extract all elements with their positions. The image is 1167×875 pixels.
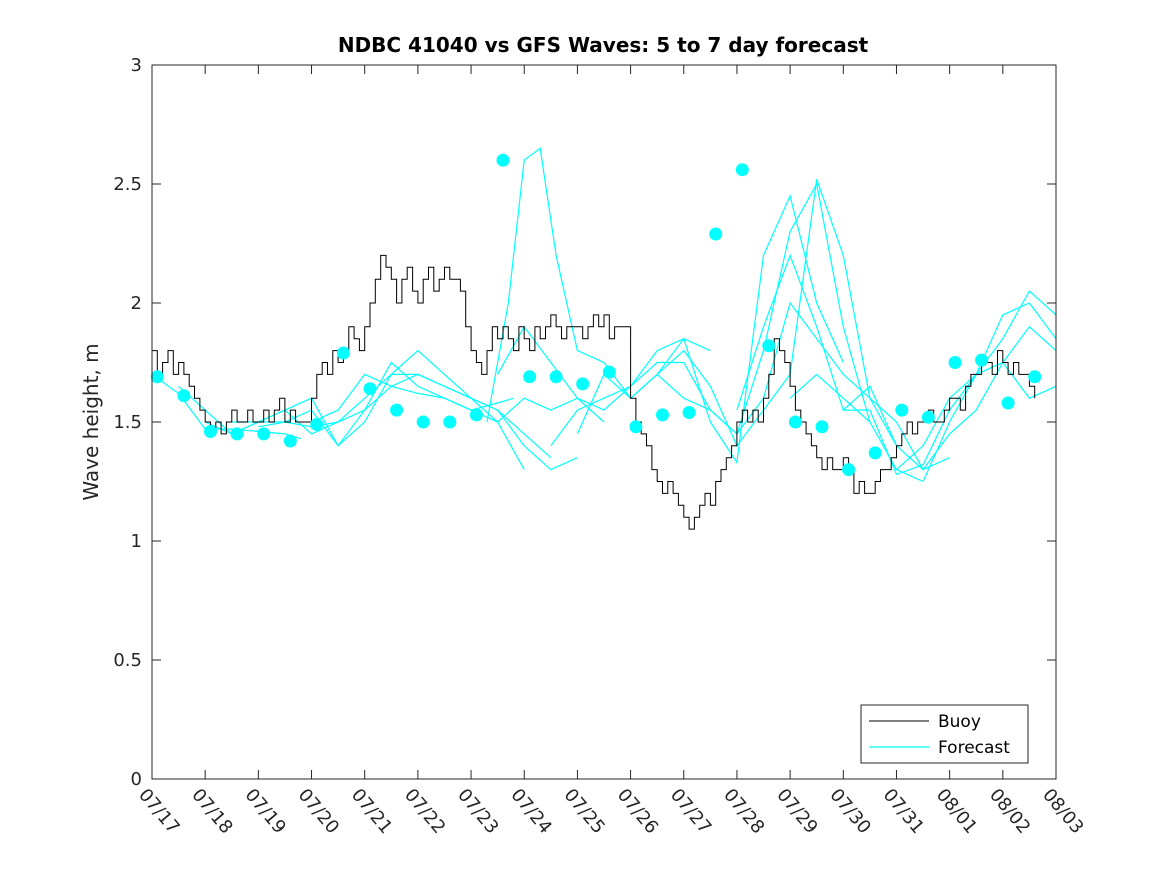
y-tick-label: 1.5	[113, 412, 142, 433]
forecast-run-line-6	[311, 373, 514, 423]
forecast-marker	[629, 420, 643, 434]
forecast-marker	[283, 434, 297, 448]
forecast-marker	[868, 446, 882, 460]
legend-label-buoy: Buoy	[938, 712, 981, 732]
legend-box	[860, 704, 1029, 764]
y-tick-label: 2	[131, 293, 142, 314]
forecast-marker	[735, 163, 749, 177]
forecast-marker	[656, 408, 669, 422]
forecast-marker	[257, 427, 271, 441]
buoy-line	[152, 254, 1036, 530]
y-tick-label: 1	[131, 531, 142, 552]
forecast-run-line-11	[656, 301, 950, 471]
forecast-marker	[602, 365, 616, 379]
forecast-marker	[842, 463, 856, 477]
forecast-marker	[496, 153, 510, 167]
y-tick-label: 0	[131, 769, 142, 790]
forecast-marker	[390, 403, 404, 417]
forecast-marker	[310, 417, 324, 431]
forecast-marker	[1028, 370, 1042, 384]
y-tick-label: 3	[131, 55, 142, 76]
forecast-marker	[921, 410, 935, 424]
forecast-marker	[230, 427, 244, 441]
legend-label-forecast: Forecast	[938, 738, 1010, 758]
forecast-marker	[895, 403, 909, 417]
forecast-marker	[788, 415, 802, 429]
forecast-marker	[363, 382, 377, 396]
forecast-marker	[469, 408, 483, 422]
forecast-marker	[682, 406, 696, 419]
forecast-run-line-5	[258, 361, 605, 447]
forecast-marker	[815, 420, 829, 434]
forecast-run-line-8	[497, 194, 844, 465]
forecast-marker	[416, 415, 430, 429]
forecast-run-line-13	[789, 302, 1057, 483]
forecast-marker	[177, 389, 191, 403]
forecast-marker	[762, 339, 776, 353]
forecast-marker	[709, 227, 723, 241]
legend: Buoy Forecast	[860, 704, 1029, 764]
forecast-marker	[975, 353, 989, 367]
forecast-marker	[336, 346, 350, 360]
forecast-marker	[204, 425, 217, 438]
forecast-marker	[523, 370, 537, 384]
forecast-marker	[549, 370, 563, 384]
forecast-marker	[576, 377, 590, 391]
plot-area	[150, 147, 1057, 530]
y-tick-label: 2.5	[113, 174, 142, 195]
forecast-marker	[443, 415, 457, 429]
chart-title: NDBC 41040 vs GFS Waves: 5 to 7 day fore…	[338, 33, 869, 57]
forecast-marker	[150, 370, 164, 384]
forecast-run-line-4	[231, 373, 578, 471]
y-axis-label: Wave height, m	[79, 343, 103, 500]
y-tick-label: 0.5	[113, 650, 142, 671]
forecast-marker	[1001, 396, 1015, 410]
forecast-marker	[948, 356, 962, 369]
